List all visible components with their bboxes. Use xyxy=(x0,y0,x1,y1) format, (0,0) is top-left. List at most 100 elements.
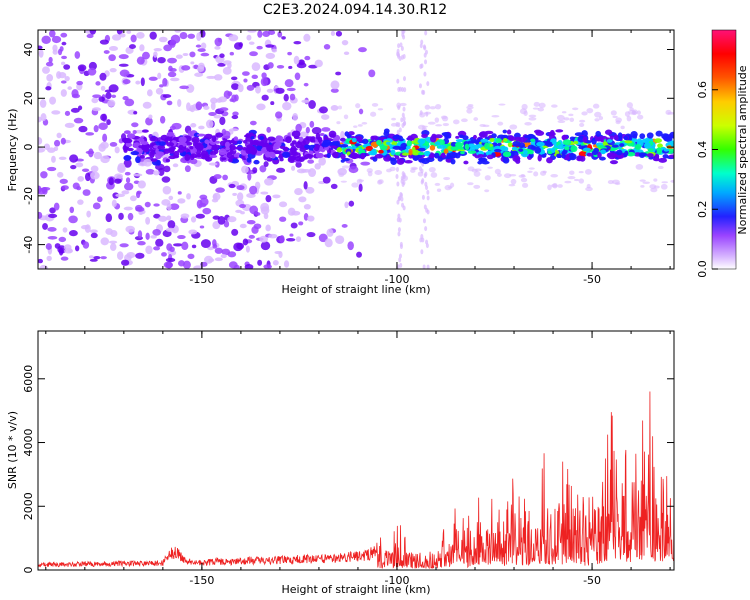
heatmap-cell xyxy=(187,33,196,39)
heatmap-cell xyxy=(396,217,400,223)
heatmap-cell xyxy=(179,32,188,40)
heatmap-cell xyxy=(122,79,131,85)
heatmap-cell xyxy=(617,132,623,139)
heatmap-cell xyxy=(182,52,189,57)
heatmap-cell xyxy=(390,122,398,127)
snr-frame xyxy=(37,330,675,571)
heatmap-cell xyxy=(58,236,67,243)
heatmap-cell xyxy=(343,51,350,56)
colorbar-tick-label-1: 0.2 xyxy=(696,201,709,219)
heatmap-cell xyxy=(308,168,317,178)
heatmap-cell xyxy=(190,61,195,65)
heatmap-cell xyxy=(626,102,633,109)
heatmap-cell xyxy=(170,77,180,82)
heatmap-cell xyxy=(48,213,58,219)
heatmap-cell xyxy=(358,108,364,115)
heatmap-cell xyxy=(232,192,238,196)
heatmap-cell xyxy=(237,83,244,93)
heatmap-cell xyxy=(435,124,443,127)
heatmap-cell xyxy=(341,165,350,169)
heatmap-cell xyxy=(636,138,643,144)
heatmap-cell xyxy=(257,259,263,266)
heatmap-cell xyxy=(366,168,373,173)
heatmap-cell xyxy=(195,44,202,48)
heatmap-cell xyxy=(217,215,226,225)
heatmap-cell xyxy=(219,53,225,58)
snr-xtick-label-0: -150 xyxy=(189,574,214,587)
heatmap-cell xyxy=(343,114,349,120)
heatmap-cell xyxy=(163,148,171,152)
heatmap-cell xyxy=(400,175,404,181)
heatmap-cell xyxy=(390,158,398,165)
heatmap-cell xyxy=(568,113,574,117)
heatmap-cell xyxy=(473,117,479,121)
heatmap-cell xyxy=(263,213,269,220)
heatmap-cell xyxy=(63,64,71,70)
heatmap-cell xyxy=(184,154,191,161)
heatmap-cell xyxy=(354,143,360,147)
heatmap-cell xyxy=(213,144,221,149)
heatmap-cell xyxy=(510,178,517,185)
heatmap-cell xyxy=(238,42,243,48)
heatmap-cell xyxy=(279,157,284,162)
heatmap-cell xyxy=(640,184,645,188)
heatmap-cell xyxy=(267,136,276,142)
heatmap-cell xyxy=(425,111,429,117)
heatmap-cell xyxy=(454,142,464,148)
heatmap-cell xyxy=(466,105,474,110)
heatmap-cell xyxy=(484,130,494,135)
heatmap-cell xyxy=(142,101,152,109)
heatmap-cell xyxy=(48,56,53,63)
heatmap-cell xyxy=(192,148,198,153)
heatmap-cell xyxy=(424,49,428,55)
heatmap-cell xyxy=(227,91,233,97)
heatmap-cell xyxy=(265,151,270,157)
heatmap-cell xyxy=(260,191,269,195)
heatmap-cell xyxy=(249,185,258,195)
heatmap-cell xyxy=(84,172,91,182)
heatmap-cell xyxy=(562,139,572,146)
heatmap-cell xyxy=(105,92,112,100)
heatmap-cell xyxy=(434,141,441,146)
heatmap-cell xyxy=(420,39,424,45)
heatmap-cell xyxy=(600,149,607,155)
heatmap-cell xyxy=(159,115,166,124)
heatmap-cell xyxy=(85,150,95,155)
heatmap-cell xyxy=(616,149,623,156)
heatmap-cell xyxy=(418,158,426,163)
heatmap-cell xyxy=(137,180,146,189)
heatmap-cell xyxy=(287,156,297,163)
heatmap-cell xyxy=(595,130,602,137)
snr-ytick-label-1: 2000 xyxy=(22,492,35,520)
heatmap-cell xyxy=(126,30,132,34)
heatmap-cell xyxy=(507,135,514,141)
heatmap-cell xyxy=(564,180,572,184)
heatmap-cell xyxy=(98,96,105,102)
heatmap-x-axis-label: Height of straight line (km) xyxy=(281,283,430,296)
heatmap-cell xyxy=(424,59,428,65)
heatmap-cell xyxy=(402,76,406,82)
heatmap-cell xyxy=(47,235,58,240)
heatmap-cell xyxy=(135,252,145,259)
heatmap-cell xyxy=(275,150,282,154)
heatmap-cell xyxy=(294,187,303,196)
heatmap-cell xyxy=(124,171,131,176)
heatmap-cell xyxy=(140,77,145,87)
heatmap-cell xyxy=(399,42,403,48)
heatmap-cell xyxy=(348,165,359,174)
heatmap-cell xyxy=(397,104,401,110)
heatmap-cell xyxy=(135,204,143,212)
heatmap-cell xyxy=(245,245,250,253)
heatmap-cell xyxy=(163,44,172,52)
heatmap-cell xyxy=(150,158,158,162)
heatmap-cell xyxy=(607,152,616,157)
heatmap-cell xyxy=(177,235,186,240)
heatmap-cell xyxy=(661,181,669,184)
heatmap-cell xyxy=(644,142,651,149)
heatmap-cell xyxy=(502,129,508,134)
heatmap-cell xyxy=(368,69,376,78)
heatmap-cell xyxy=(41,186,48,193)
heatmap-cell xyxy=(282,151,291,158)
heatmap-cell xyxy=(289,233,294,237)
heatmap-cell xyxy=(487,166,494,169)
